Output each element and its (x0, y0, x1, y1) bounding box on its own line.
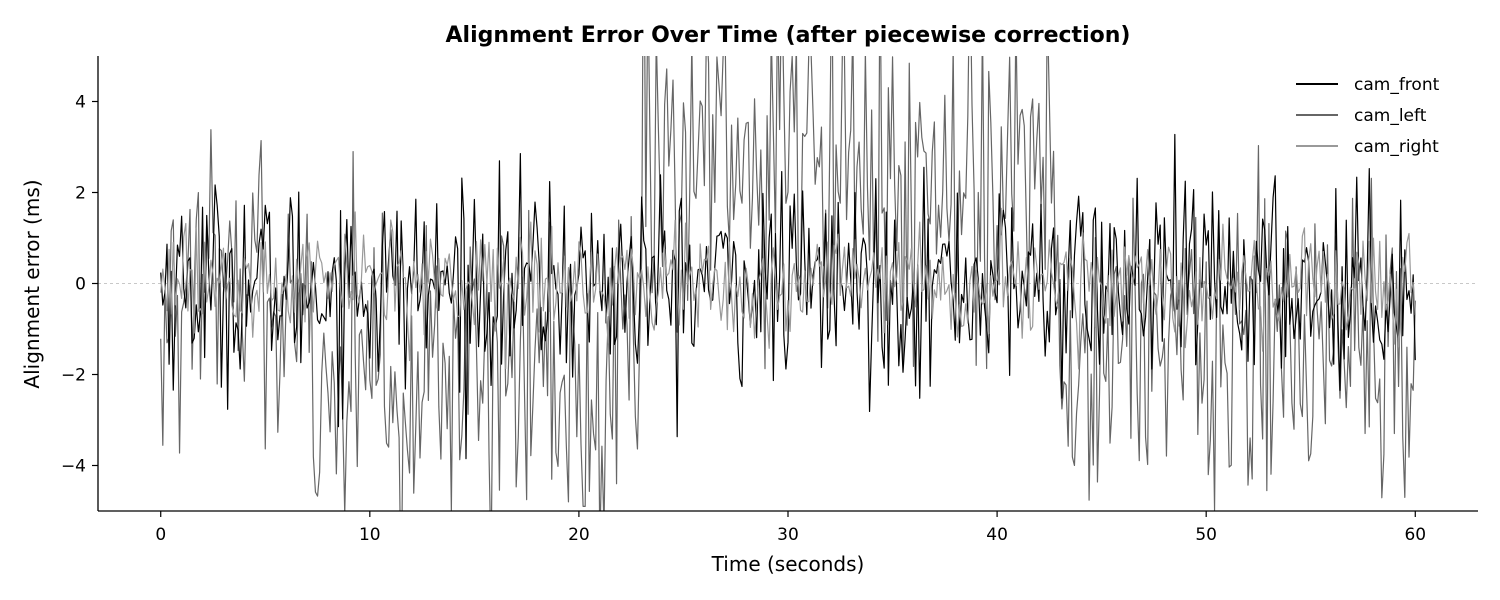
legend: cam_front cam_left cam_right (1296, 75, 1440, 157)
y-tick-label: 0 (75, 275, 86, 295)
y-tick-label: 2 (75, 184, 86, 204)
x-tick-label: 20 (568, 525, 590, 545)
legend-label-cam-right: cam_right (1354, 137, 1439, 157)
y-ticks: −4 −2 0 2 4 (61, 93, 98, 477)
x-tick-label: 30 (777, 525, 799, 545)
x-tick-label: 60 (1404, 525, 1426, 545)
series-line-cam-front (160, 133, 1416, 460)
series-line-cam-right (160, 207, 1416, 370)
y-axis-label: Alignment error (ms) (20, 179, 44, 388)
y-tick-label: −4 (61, 457, 86, 477)
series-line-cam-left (160, 56, 1416, 511)
y-tick-label: −2 (61, 366, 86, 386)
x-tick-label: 10 (359, 525, 381, 545)
x-tick-label: 0 (155, 525, 166, 545)
legend-label-cam-front: cam_front (1354, 75, 1440, 95)
plot-area (98, 56, 1478, 511)
y-tick-label: 4 (75, 93, 86, 113)
x-axis-label: Time (seconds) (711, 552, 865, 576)
x-ticks: 0 10 20 30 40 50 60 (155, 511, 1426, 545)
chart-title: Alignment Error Over Time (after piecewi… (446, 23, 1131, 48)
x-tick-label: 40 (986, 525, 1008, 545)
x-tick-label: 50 (1195, 525, 1217, 545)
legend-label-cam-left: cam_left (1354, 106, 1427, 126)
